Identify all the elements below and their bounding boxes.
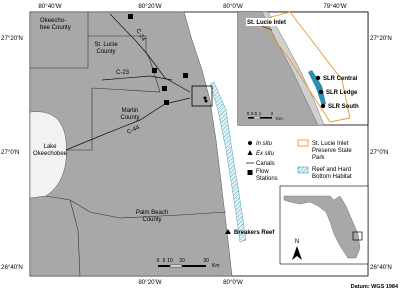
scale-label: 10 [167, 258, 173, 264]
scale-unit: Km [212, 263, 220, 269]
lat-label: 27°20'N [1, 35, 23, 42]
detail-inset: St. Lucie Inlet SLR Central SLR Ledge SL… [237, 11, 369, 126]
scale-bar: 0 5 10 20 30 Km [157, 258, 220, 269]
lon-label: 79°40'W [323, 3, 346, 10]
lat-label: 26°40'N [1, 264, 23, 271]
legend-label: Ex situ [256, 151, 275, 157]
site-label: SLR Central [323, 76, 358, 82]
scale-label: 2 [271, 111, 274, 116]
lat-label: 27°20'N [370, 35, 392, 42]
place-label: Okeecho-bee County [40, 18, 71, 31]
reef-habitat [209, 81, 247, 243]
datum: Datum: WGS 1984 [351, 284, 399, 290]
label-line: Lake [43, 144, 57, 150]
label-line: Stations [256, 176, 278, 182]
lon-label: 80°40'W [38, 3, 61, 10]
site-marker [203, 96, 207, 100]
legend-label: St. Lucie Inlet Preserve State Park [312, 141, 352, 161]
legend-label: In situ [256, 141, 273, 147]
scale-label: 30 [203, 258, 209, 264]
label-line: Martin [122, 108, 139, 114]
scale-unit: Km [276, 116, 283, 121]
place-label: Breakers Reef [234, 230, 275, 236]
label-line: Flow [256, 169, 269, 175]
scale-label: 0.5 [251, 111, 258, 116]
label-line: Bottom Habitat [312, 174, 352, 180]
scale-label: 0 [157, 258, 160, 264]
inset-locator [191, 85, 213, 107]
lat-label: 26°40'N [370, 264, 392, 271]
label-line: Okeechobee [33, 151, 68, 157]
legend-label: Reef and Hard Bottom Habitat [312, 167, 352, 180]
florida-inset: N [279, 185, 369, 265]
canal-label: C-23 [116, 70, 130, 76]
inset-title: St. Lucie Inlet [247, 20, 286, 26]
lat-label: 27°0'N [370, 149, 388, 156]
place-label: Lake Okeechobee [33, 144, 68, 157]
site-label: SLR South [328, 104, 359, 110]
label-line: bee County [40, 25, 71, 31]
legend-label: Flow Stations [256, 169, 278, 182]
ex-situ-marker [225, 229, 231, 234]
lon-label: 80°0'W [223, 3, 243, 10]
site-label: SLR Ledge [326, 90, 358, 96]
scale-label: 5 [163, 258, 166, 264]
lake [29, 111, 67, 199]
label-line: County [142, 217, 161, 223]
label-line: County [96, 49, 115, 55]
label-line: St. Lucie [94, 42, 118, 48]
legend-label: Canals [256, 161, 275, 167]
land [29, 11, 233, 277]
lon-label: 80°0'W [223, 279, 243, 286]
lon-label: 80°20'W [138, 279, 161, 286]
north-arrow-label: N [295, 239, 299, 245]
canal-label: C-44 [126, 125, 141, 136]
label-line: Park [312, 155, 325, 161]
legend: In situ Ex situ Canals Flow Stations St. … [240, 136, 366, 182]
flow-stations [128, 14, 188, 105]
site-marker [204, 99, 208, 103]
scale-label: 20 [179, 258, 185, 264]
label-line: Okeecho- [40, 18, 66, 24]
scale-label: 0 [247, 111, 250, 116]
label-line: Preserve State [312, 148, 352, 154]
label-line: St. Lucie Inlet [312, 141, 349, 147]
canals [65, 13, 191, 151]
lon-label: 80°20'W [138, 3, 161, 10]
place-label: Palm Beach County [136, 210, 168, 223]
label-line: Palm Beach [136, 210, 168, 216]
label-line: Reef and Hard [312, 167, 351, 173]
scale-label: 1 [259, 111, 262, 116]
lat-label: 27°0'N [1, 149, 19, 156]
label-line: County [120, 115, 139, 121]
place-label: St. Lucie County [94, 42, 118, 55]
place-label: Martin County [120, 108, 139, 121]
